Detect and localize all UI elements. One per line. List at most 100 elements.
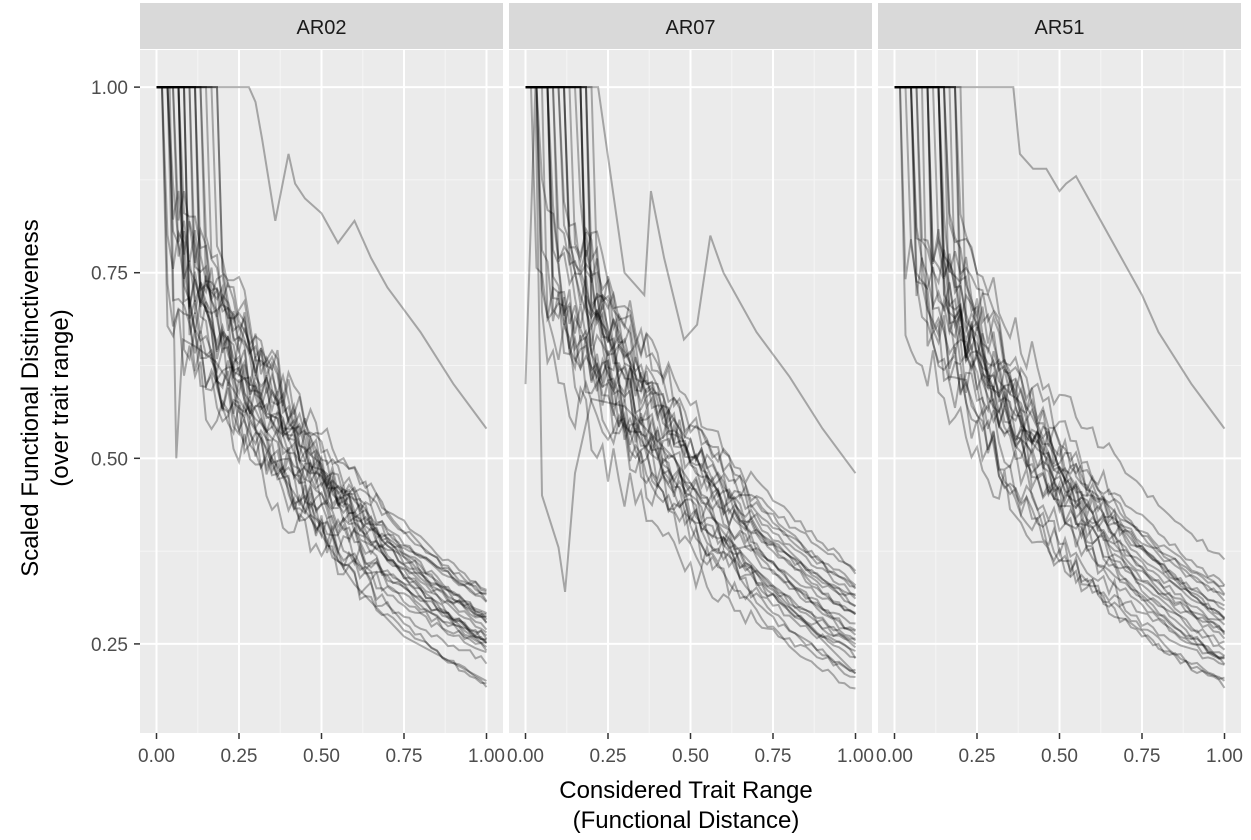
facet-strip xyxy=(878,3,1241,49)
series-line xyxy=(894,86,1225,607)
x-tick-label: 0.75 xyxy=(1124,746,1161,767)
series-line xyxy=(894,86,1226,657)
facet-AR02: AR02 0.00 0.25 0.50 0.75 1.00 xyxy=(138,3,505,767)
x-tick-label: 0.25 xyxy=(959,746,996,767)
x-tick-label: 0.00 xyxy=(138,746,175,767)
series-line xyxy=(525,86,856,659)
series-line xyxy=(525,86,856,614)
series-line xyxy=(894,86,1226,634)
series-line xyxy=(894,86,1225,611)
x-tick-label: 0.00 xyxy=(507,746,544,767)
series-line xyxy=(894,86,1226,602)
series-line xyxy=(156,86,487,654)
series-line xyxy=(525,86,857,572)
series-line xyxy=(156,86,488,640)
series-line xyxy=(894,86,1225,680)
series-line xyxy=(525,86,856,678)
x-tick-label: 0.75 xyxy=(386,746,423,767)
series-line xyxy=(894,86,1225,660)
x-tick-label: 1.00 xyxy=(468,746,505,767)
y-tick-label: 1.00 xyxy=(91,78,128,99)
series-line xyxy=(156,86,487,682)
series-line xyxy=(524,87,857,675)
facet-strip-label: AR02 xyxy=(296,17,346,39)
series-line xyxy=(525,86,857,600)
series-line xyxy=(156,86,487,685)
y-tick-label: 0.25 xyxy=(91,635,128,656)
series-line xyxy=(894,86,1225,633)
series-line xyxy=(894,86,1226,682)
facet-AR51: AR51 0.00 0.25 0.50 0.75 1.00 xyxy=(876,3,1243,767)
series-line xyxy=(525,86,856,652)
series-line xyxy=(156,86,488,603)
facet-AR07: AR07 0.00 0.25 0.50 0.75 1.00 xyxy=(507,3,874,767)
x-tick-label: 0.00 xyxy=(876,746,913,767)
series-lines xyxy=(156,86,488,688)
series-line xyxy=(525,86,856,632)
series-line xyxy=(156,86,488,430)
series-line xyxy=(525,86,856,596)
y-axis: 0.25 0.50 0.75 1.00 xyxy=(91,78,140,656)
series-line xyxy=(156,86,488,634)
series-line xyxy=(156,86,488,644)
series-line xyxy=(525,86,857,659)
series-line xyxy=(156,86,487,644)
series-line xyxy=(156,86,488,644)
series-line xyxy=(894,86,1226,597)
facet-strip xyxy=(140,3,503,49)
y-axis-title-line-1: Scaled Functional Distinctiveness xyxy=(17,219,44,577)
y-tick-label: 0.75 xyxy=(91,264,128,285)
series-line xyxy=(156,86,487,642)
series-line xyxy=(894,86,1225,666)
series-line xyxy=(525,86,856,615)
series-line xyxy=(525,86,856,625)
series-line xyxy=(525,86,856,674)
series-line xyxy=(525,86,856,672)
series-line xyxy=(525,86,857,649)
x-tick-label: 0.25 xyxy=(221,746,258,767)
series-line xyxy=(894,86,1226,651)
series-line xyxy=(156,86,487,593)
series-line xyxy=(525,86,857,587)
series-line xyxy=(894,86,1226,619)
series-line xyxy=(525,86,856,608)
series-line xyxy=(156,86,488,648)
series-line xyxy=(156,86,487,596)
series-line xyxy=(894,86,1226,640)
series-line xyxy=(894,86,1226,595)
series-line xyxy=(525,86,856,631)
x-axis-title-line-2: (Functional Distance) xyxy=(573,807,800,834)
series-line xyxy=(156,86,488,624)
series-line xyxy=(894,86,1225,660)
series-line xyxy=(525,86,857,636)
series-line xyxy=(894,86,1226,626)
series-line xyxy=(894,86,1226,620)
series-line xyxy=(156,86,487,616)
series-line xyxy=(525,86,856,607)
series-line xyxy=(156,86,488,631)
series-line xyxy=(156,86,487,591)
series-line xyxy=(894,86,1226,620)
series-line xyxy=(894,86,1226,689)
series-line xyxy=(525,86,857,474)
x-tick-label: 1.00 xyxy=(837,746,874,767)
x-tick-label: 0.50 xyxy=(303,746,340,767)
series-line xyxy=(894,86,1226,665)
series-lines xyxy=(524,86,857,690)
y-tick-label: 0.50 xyxy=(91,449,128,470)
series-line xyxy=(894,86,1225,645)
series-line xyxy=(894,86,1226,636)
series-line xyxy=(525,86,857,575)
facet-strip-label: AR51 xyxy=(1034,17,1084,39)
series-line xyxy=(525,86,856,588)
series-line xyxy=(156,86,488,688)
series-line xyxy=(156,86,488,637)
y-axis-title-line-2: (over trait range) xyxy=(47,309,74,486)
series-line xyxy=(894,86,1226,430)
series-line xyxy=(156,86,488,623)
series-line xyxy=(156,86,487,615)
series-line xyxy=(156,86,487,595)
facet-panels: AR02 0.00 0.25 0.50 0.75 1.00 AR07 0.00 0.25 0.50… xyxy=(138,3,1243,767)
series-line xyxy=(525,86,857,616)
